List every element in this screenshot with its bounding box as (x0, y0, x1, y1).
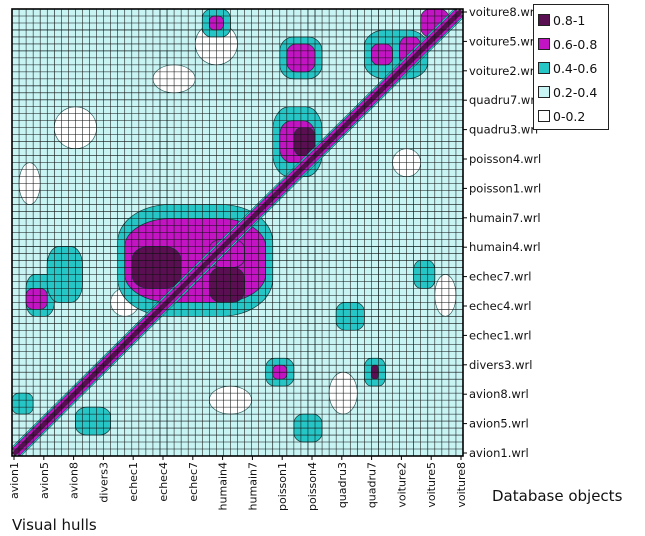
y-tick-label: echec4.wrl (469, 299, 531, 313)
grid-lines (11, 8, 464, 457)
contour-region (11, 392, 34, 415)
legend-label: 0.8-1 (553, 12, 586, 28)
y-tick-label: humain7.wrl (469, 211, 541, 225)
legend-swatch (538, 38, 550, 50)
x-tick-label: voiture8 (455, 462, 468, 508)
y-tick-label: echec7.wrl (469, 270, 531, 284)
x-tick-label: poisson4 (306, 462, 319, 511)
y-tick-label: divers3.wrl (469, 358, 532, 372)
legend-swatch (538, 86, 550, 98)
x-tick-label: echec1 (127, 462, 140, 502)
x-tick-label: voiture2 (395, 462, 408, 508)
y-tick-label: poisson1.wrl (469, 181, 541, 195)
x-tick-label: quadru7 (366, 462, 379, 508)
contour-region (25, 288, 48, 310)
y-tick-label: poisson4.wrl (469, 152, 541, 166)
y-axis-title: Visual hulls (12, 516, 97, 534)
legend-swatch (538, 62, 550, 74)
y-tick-label: voiture8.wrl (469, 5, 538, 19)
x-tick-label: echec7 (187, 462, 200, 502)
y-tick-label: quadru3.wrl (469, 123, 538, 137)
plot-frame (11, 8, 464, 457)
contour-region (208, 267, 245, 303)
y-tick-label: avion8.wrl (469, 387, 529, 401)
x-tick-label: quadru3 (336, 462, 349, 508)
legend-label: 0.6-0.8 (553, 36, 598, 52)
x-tick-label: echec4 (157, 462, 170, 502)
contour-region (371, 43, 393, 66)
y-tick-label: quadru7.wrl (469, 93, 538, 107)
legend-item: 0.2-0.4 (538, 80, 608, 104)
x-tick-label: voiture5 (425, 462, 438, 508)
legend-label: 0.2-0.4 (553, 84, 598, 100)
x-tick-label: avion8 (68, 462, 81, 499)
x-tick-label: avion1 (8, 462, 21, 499)
x-tick-labels: avion1 avion5 avion8 divers3 echec1 echec4 ech… (8, 456, 468, 511)
x-axis-title: Database objects (492, 487, 623, 505)
y-tick-label: humain4.wrl (469, 240, 541, 254)
y-tick-label: avion1.wrl (469, 446, 529, 460)
legend-swatch (538, 14, 550, 26)
y-tick-label: avion5.wrl (469, 417, 529, 431)
legend: 0.8-1 0.6-0.8 0.4-0.6 0.2-0.4 0-0.2 (533, 4, 609, 130)
y-tick-labels: voiture8.wrl voiture5.wrl voiture2.wrl quad… (463, 5, 541, 460)
legend-swatch (538, 110, 550, 122)
y-tick-label: voiture2.wrl (469, 64, 538, 78)
x-tick-label: avion5 (38, 462, 51, 499)
y-tick-label: echec1.wrl (469, 328, 531, 342)
legend-item: 0.4-0.6 (538, 56, 608, 80)
legend-label: 0-0.2 (553, 108, 586, 124)
legend-item: 0.6-0.8 (538, 32, 608, 56)
x-tick-label: divers3 (97, 462, 110, 503)
y-tick-label: voiture5.wrl (469, 34, 538, 48)
legend-item: 0.8-1 (538, 8, 608, 32)
x-tick-label: poisson1 (276, 462, 289, 511)
legend-label: 0.4-0.6 (553, 60, 598, 76)
legend-item: 0-0.2 (538, 104, 608, 128)
x-tick-label: humain4 (217, 462, 230, 510)
x-tick-label: humain7 (246, 462, 259, 510)
